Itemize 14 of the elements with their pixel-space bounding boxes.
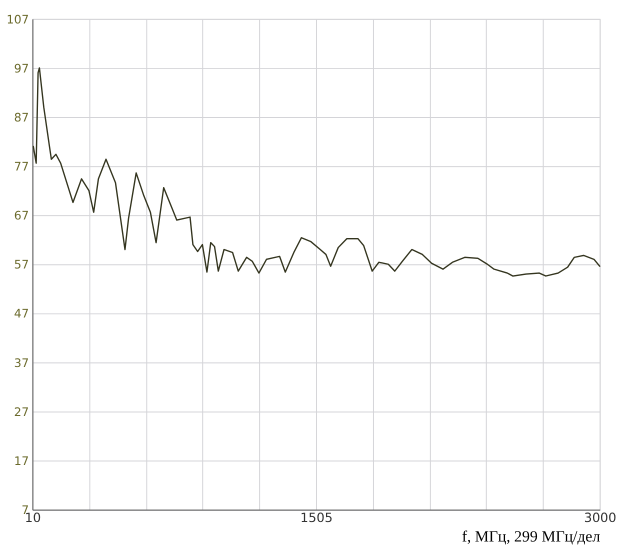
y-tick-label: 107 [6,12,29,26]
y-tick-label: 47 [14,306,29,321]
y-tick-label: 97 [14,61,29,76]
x-axis-title: f, МГц, 299 МГц/дел [462,528,600,546]
y-tick-label: 67 [14,208,29,223]
y-tick-label: 77 [14,160,29,174]
line-series [32,67,600,277]
x-tick-label: 3000 [584,510,616,526]
y-tick-label: 87 [14,110,29,124]
y-tick-label: 17 [14,454,29,468]
y-tick-label: 57 [14,258,29,272]
x-tick-label: 1505 [300,510,333,526]
y-tick-label: 27 [14,404,29,419]
y-tick-label: 37 [14,356,29,370]
